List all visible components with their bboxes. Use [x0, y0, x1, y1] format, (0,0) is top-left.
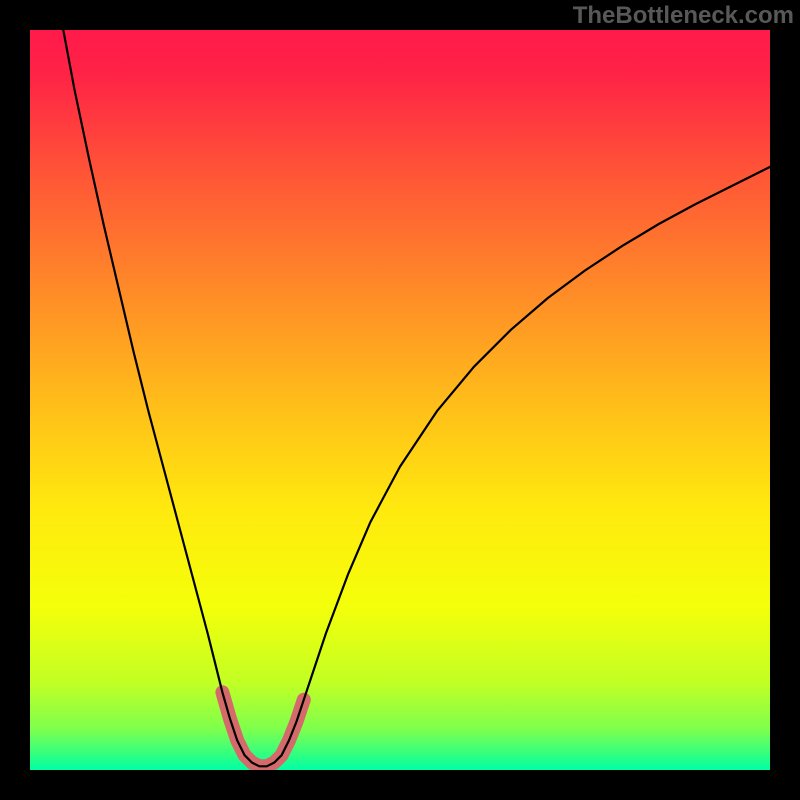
chart-container: TheBottleneck.com	[0, 0, 800, 800]
plot-area	[30, 30, 770, 770]
curve-layer	[30, 30, 770, 770]
watermark-text: TheBottleneck.com	[573, 2, 794, 30]
bottleneck-curve	[63, 30, 770, 766]
